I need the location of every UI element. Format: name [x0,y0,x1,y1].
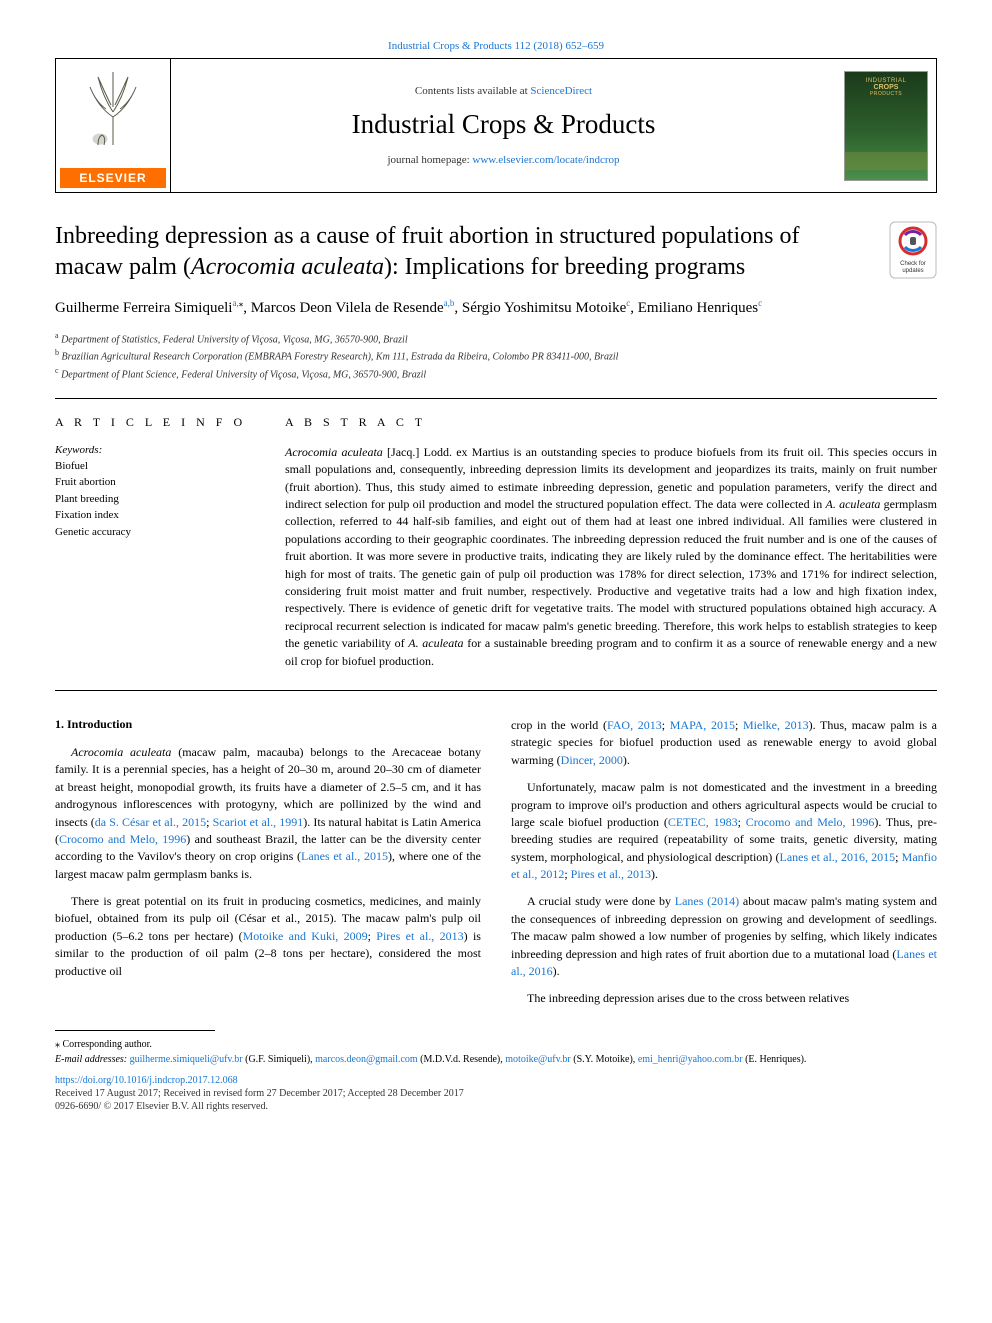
article-info-column: A R T I C L E I N F O Keywords: Biofuel … [55,415,255,670]
header-center: Contents lists available at ScienceDirec… [171,59,836,192]
homepage-link[interactable]: www.elsevier.com/locate/indcrop [472,154,619,166]
keyword: Fixation index [55,507,255,524]
elsevier-tree-icon [78,67,148,147]
authors-line: Guilherme Ferreira Simiquelia,⁎, Marcos … [55,297,937,320]
cite-link[interactable]: da S. César et al., 2015 [95,815,206,829]
abstract-head: A B S T R A C T [285,415,937,430]
email-link[interactable]: guilherme.simiqueli@ufv.br [130,1054,243,1065]
author-2-sep: , Marcos Deon Vilela de Resende [243,300,443,316]
intro-para-3: Unfortunately, macaw palm is not domesti… [511,779,937,883]
cite-link[interactable]: Crocomo and Melo, 1996 [746,815,875,829]
corresponding-author: ⁎ Corresponding author. [55,1037,937,1052]
author-3-sep: , Sérgio Yoshimitsu Motoike [454,300,626,316]
keyword: Plant breeding [55,491,255,508]
left-column: 1. Introduction Acrocomia aculeata (maca… [55,717,481,1008]
article-title: Inbreeding depression as a cause of frui… [55,221,873,283]
cite-link[interactable]: Crocomo and Melo, 1996 [59,832,186,846]
sciencedirect-link[interactable]: ScienceDirect [530,85,592,97]
homepage-line: journal homepage: www.elsevier.com/locat… [387,154,619,166]
cite-link[interactable]: FAO, 2013 [607,718,662,732]
title-species: Acrocomia aculeata [191,254,384,280]
article-info-head: A R T I C L E I N F O [55,415,255,430]
author-1: Guilherme Ferreira Simiqueli [55,300,232,316]
journal-header-box: ELSEVIER Contents lists available at Sci… [55,58,937,193]
citation-link[interactable]: Industrial Crops & Products 112 (2018) 6… [388,40,604,52]
body-columns: 1. Introduction Acrocomia aculeata (maca… [55,717,937,1008]
abstract-species-2: A. aculeata [826,497,881,511]
abstract-text: Acrocomia aculeata [Jacq.] Lodd. ex Mart… [285,444,937,670]
cite-link[interactable]: Mielke, 2013 [743,718,809,732]
keywords-label: Keywords: [55,444,255,456]
intro-para-1: Acrocomia aculeata (macaw palm, macauba)… [55,744,481,883]
keyword: Fruit abortion [55,474,255,491]
cover-line-2: CROPS [874,84,899,91]
cite-link[interactable]: Dincer, 2000 [561,753,623,767]
intro-para-2-cont: crop in the world (FAO, 2013; MAPA, 2015… [511,717,937,769]
homepage-prefix: journal homepage: [387,154,472,166]
author-2-aff: a,b [444,298,455,308]
affiliation-b: b Brazilian Agricultural Research Corpor… [55,347,937,364]
intro-para-5: The inbreeding depression arises due to … [511,990,937,1007]
cite-link[interactable]: Motoike and Kuki, 2009 [243,929,368,943]
contents-prefix: Contents lists available at [415,85,530,97]
publisher-label: ELSEVIER [60,168,166,188]
keyword: Genetic accuracy [55,524,255,541]
affiliation-a: a Department of Statistics, Federal Univ… [55,330,937,347]
copyright-line: 0926-6690/ © 2017 Elsevier B.V. All righ… [55,1101,937,1112]
abstract-species-1: Acrocomia aculeata [285,445,383,459]
author-4-aff: c [758,298,762,308]
intro-para-2: There is great potential on its fruit in… [55,893,481,980]
right-column: crop in the world (FAO, 2013; MAPA, 2015… [511,717,937,1008]
contents-available: Contents lists available at ScienceDirec… [415,85,592,97]
svg-text:updates: updates [902,268,923,274]
check-updates-badge[interactable]: Check for updates [889,221,937,279]
email-link[interactable]: marcos.deon@gmail.com [315,1054,418,1065]
journal-name: Industrial Crops & Products [352,109,656,140]
email-link[interactable]: emi_henri@yahoo.com.br [638,1054,743,1065]
title-row: Inbreeding depression as a cause of frui… [55,221,937,283]
keywords-list: Biofuel Fruit abortion Plant breeding Fi… [55,458,255,541]
introduction-heading: 1. Introduction [55,717,481,732]
cover-line-3: PRODUCTS [870,91,902,97]
cite-link[interactable]: Lanes et al., 2015 [301,849,388,863]
cite-link[interactable]: Lanes et al., 2016, 2015 [779,850,895,864]
affiliation-c: c Department of Plant Science, Federal U… [55,365,937,382]
received-dates: Received 17 August 2017; Received in rev… [55,1088,937,1099]
running-header: Industrial Crops & Products 112 (2018) 6… [55,40,937,52]
author-4-sep: , Emiliano Henriques [630,300,758,316]
keyword: Biofuel [55,458,255,475]
footnote-divider [55,1030,215,1031]
email-link[interactable]: motoike@ufv.br [505,1054,571,1065]
svg-text:Check for: Check for [900,261,926,267]
email-addresses: E-mail addresses: guilherme.simiqueli@uf… [55,1052,937,1067]
cite-link[interactable]: Pires et al., 2013 [571,867,651,881]
cite-link[interactable]: CETEC, 1983 [668,815,738,829]
publisher-column: ELSEVIER [56,59,171,192]
info-abstract-row: A R T I C L E I N F O Keywords: Biofuel … [55,399,937,691]
cite-link[interactable]: Pires et al., 2013 [376,929,463,943]
journal-cover-thumbnail: INDUSTRIAL CROPS PRODUCTS [844,71,928,181]
cite-link[interactable]: Lanes (2014) [675,894,739,908]
title-part-b: ): Implications for breeding programs [384,254,745,280]
cite-link[interactable]: Scariot et al., 1991 [213,815,304,829]
intro-para-4: A crucial study were done by Lanes (2014… [511,893,937,980]
doi-link[interactable]: https://doi.org/10.1016/j.indcrop.2017.1… [55,1075,937,1086]
affiliations: a Department of Statistics, Federal Univ… [55,330,937,382]
abstract-species-3: A. aculeata [408,636,463,650]
cite-link[interactable]: MAPA, 2015 [670,718,735,732]
cover-column: INDUSTRIAL CROPS PRODUCTS [836,59,936,192]
abstract-column: A B S T R A C T Acrocomia aculeata [Jacq… [285,415,937,670]
